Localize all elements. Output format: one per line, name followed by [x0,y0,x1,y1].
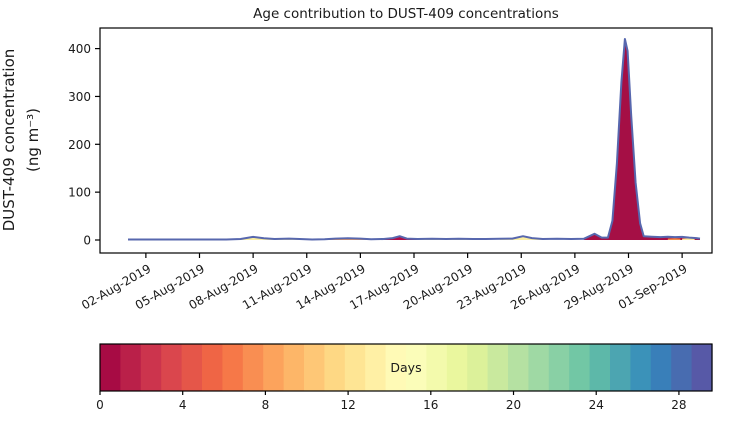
total-line [128,38,701,241]
colorbar-segment [304,344,325,391]
colorbar-segment [569,344,591,391]
colorbar-tick-label: 16 [423,398,438,412]
y-tick-label: 100 [68,186,91,200]
colorbar-tick-label: 20 [506,398,521,412]
colorbar-segment [610,344,631,391]
y-tick-label: 0 [83,234,91,248]
colorbar-segment [100,344,121,391]
plot-border [99,27,713,254]
colorbar-tick-label: 28 [671,398,686,412]
colorbar-segment [161,344,183,391]
colorbar-segment [140,344,162,391]
colorbar-border [99,343,713,392]
colorbar-segment [426,344,448,391]
colorbar-segment [548,344,570,391]
colorbar-segment [283,344,305,391]
colorbar-tick-label: 12 [340,398,355,412]
colorbar-tick-label: 0 [96,398,104,412]
colorbar-segment [344,344,366,391]
colorbar-segment [691,344,713,391]
y-tick-label: 200 [68,138,91,152]
colorbar: 0 4 8 12 16 20 24 28 [96,344,713,412]
colorbar-segment [324,344,346,391]
colorbar-segment [630,344,652,391]
area-segment [583,39,700,240]
colorbar-segment [263,344,285,391]
colorbar-segment [487,344,509,391]
colorbar-segment [671,344,693,391]
colorbar-segment [446,344,468,391]
colorbar-segment [222,344,244,391]
colorbar-tick-label: 4 [179,398,187,412]
y-tick-label: 300 [68,90,91,104]
colorbar-segment [589,344,611,391]
colorbar-segment [528,344,550,391]
colorbar-segment [120,344,142,391]
area-segment [667,238,681,240]
colorbar-tick-label: 8 [262,398,270,412]
colorbar-segment [181,344,203,391]
chart-title: Age contribution to DUST-409 concentrati… [253,6,559,22]
colorbar-segment [242,344,264,391]
y-axis-label-line2: (ng m⁻³) [24,108,42,172]
colorbar-segment [365,344,387,391]
plot-content [128,38,701,241]
colorbar-segment [202,344,223,391]
colorbar-segment [385,344,407,391]
y-tick-label: 400 [68,42,91,56]
colorbar-segment [650,344,672,391]
colorbar-segment [467,344,489,391]
colorbar-segment [406,344,427,391]
colorbar-label: Days [390,360,421,375]
colorbar-segment [508,344,529,391]
colorbar-tick-label: 24 [589,398,604,412]
y-axis-label-line1: DUST-409 concentration [0,49,18,232]
axis-layer: 010020030040002-Aug-201905-Aug-201908-Au… [68,42,690,312]
